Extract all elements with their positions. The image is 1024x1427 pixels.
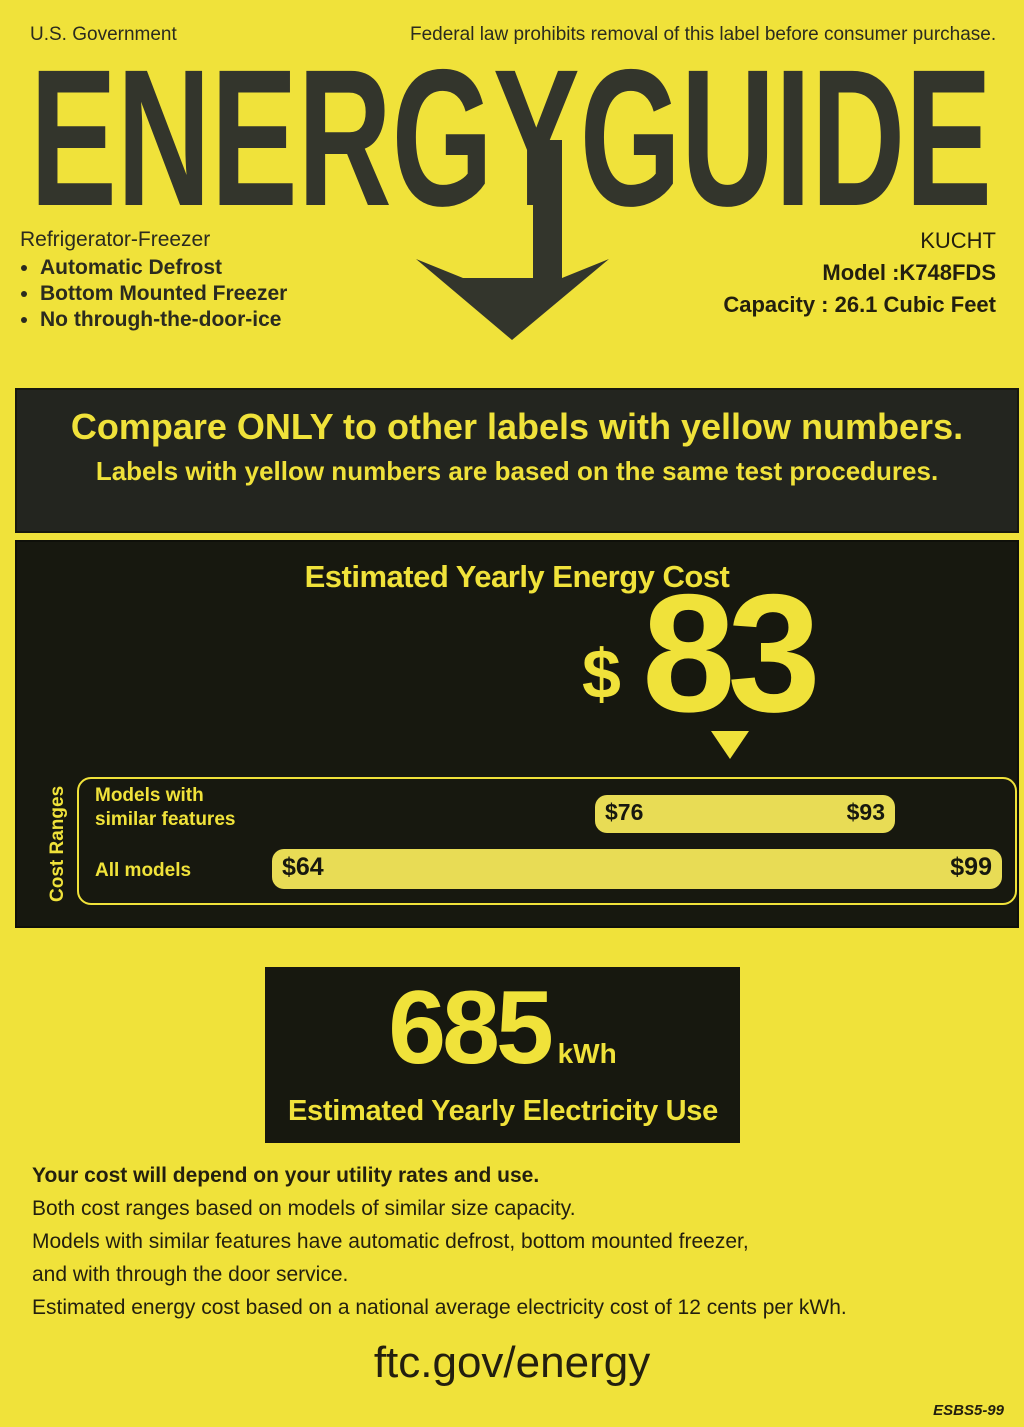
svg-text:ENERGYGUIDE: ENERGYGUIDE (30, 29, 992, 247)
